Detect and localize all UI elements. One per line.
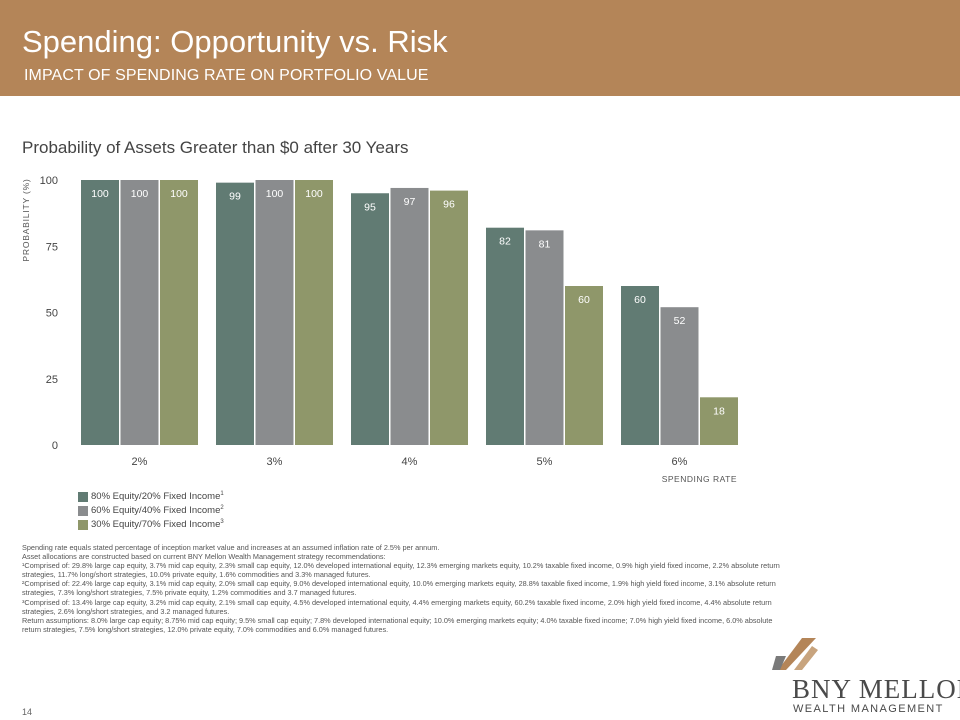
bar [390, 187, 429, 445]
bar-value-label: 60 [578, 294, 590, 306]
bar [81, 180, 119, 445]
bar [430, 190, 468, 445]
footnote-returns: Return assumptions: 8.0% large cap equit… [22, 615, 773, 634]
footnotes: Spending rate equals stated percentage o… [22, 543, 792, 634]
logo-mark-icon [772, 638, 818, 670]
y-tick-label: 75 [46, 241, 58, 253]
bar [525, 230, 564, 445]
bar [621, 286, 659, 445]
legend-item: 30% Equity/70% Fixed Income3 [78, 518, 224, 532]
bar-value-label: 60 [634, 294, 646, 306]
bar [120, 180, 159, 445]
legend-label: 80% Equity/20% Fixed Income1 [91, 491, 224, 503]
page-title: Spending: Opportunity vs. Risk [22, 24, 448, 59]
footnote-2: ²Comprised of: 22.4% large cap equity, 3… [22, 579, 776, 598]
x-tick-label: 2% [132, 456, 148, 468]
bar-value-label: 96 [443, 199, 455, 211]
chart-legend: 80% Equity/20% Fixed Income1 60% Equity/… [78, 490, 224, 532]
bar [486, 227, 524, 445]
y-axis-label: PROBABILITY (%) [21, 178, 31, 261]
logo-tagline: WEALTH MANAGEMENT [793, 703, 944, 715]
bar [351, 193, 389, 445]
bar [700, 397, 738, 445]
bar-value-label: 100 [170, 188, 188, 200]
y-tick-label: 100 [40, 175, 58, 187]
bar [216, 182, 254, 445]
y-tick-label: 0 [52, 440, 58, 452]
footnote-allocations: Asset allocations are constructed based … [22, 552, 386, 562]
bar-value-label: 81 [539, 238, 551, 250]
x-tick-label: 3% [267, 456, 283, 468]
legend-swatch-series-2 [78, 506, 88, 516]
bar-value-label: 100 [305, 188, 323, 200]
legend-swatch-series-3 [78, 520, 88, 530]
bar-value-label: 52 [674, 315, 686, 327]
bar-value-label: 97 [404, 196, 416, 208]
bar [160, 180, 198, 445]
footnote-3: ³Comprised of: 13.4% large cap equity, 3… [22, 597, 772, 616]
footnote-spending: Spending rate equals stated percentage o… [22, 543, 440, 552]
legend-label: 60% Equity/40% Fixed Income2 [91, 505, 224, 517]
legend-label: 30% Equity/70% Fixed Income3 [91, 519, 224, 531]
footnote-1: ¹Comprised of: 29.8% large cap equity, 3… [22, 561, 780, 580]
x-tick-label: 5% [537, 456, 553, 468]
bar-value-label: 99 [229, 191, 241, 203]
bar [295, 180, 333, 445]
header-banner: Spending: Opportunity vs. Risk IMPACT OF… [0, 0, 960, 96]
logo-wordmark: BNY MELLON [792, 674, 960, 704]
page-number: 14 [22, 707, 33, 717]
y-tick-label: 50 [46, 308, 58, 320]
y-tick-label: 25 [46, 374, 58, 386]
bar-value-label: 95 [364, 201, 376, 213]
bny-mellon-logo: BNY MELLON WEALTH MANAGEMENT [770, 636, 960, 720]
x-tick-label: 4% [402, 456, 418, 468]
x-tick-label: 6% [672, 456, 688, 468]
legend-swatch-series-1 [78, 492, 88, 502]
bar [255, 180, 294, 445]
bar [660, 307, 699, 445]
chart-title: Probability of Assets Greater than $0 af… [22, 138, 409, 157]
page-subtitle: IMPACT OF SPENDING RATE ON PORTFOLIO VAL… [24, 67, 429, 84]
legend-item: 60% Equity/40% Fixed Income2 [78, 504, 224, 518]
bar-value-label: 100 [266, 188, 284, 200]
bar-value-label: 100 [131, 188, 149, 200]
bar-value-label: 82 [499, 236, 511, 248]
bar [565, 286, 603, 445]
x-axis-label: SPENDING RATE [662, 474, 737, 484]
legend-item: 80% Equity/20% Fixed Income1 [78, 490, 224, 504]
bar-value-label: 18 [713, 405, 725, 417]
bar-chart: 0 25 50 75 100 PROBABILITY (%) 100 100 100 2% 99 10… [21, 175, 738, 484]
bar-value-label: 100 [91, 188, 109, 200]
